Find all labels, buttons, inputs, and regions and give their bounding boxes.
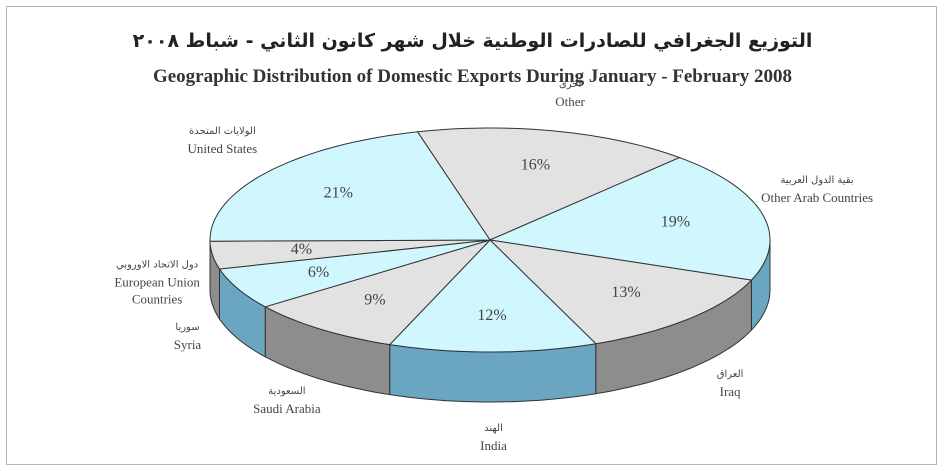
category-label-ar: سوريا xyxy=(175,321,200,333)
category-label-ar: الولايات المتحدة xyxy=(189,126,256,138)
category-label-en: United States xyxy=(187,141,258,157)
value-label: 9% xyxy=(364,291,385,308)
category-label-en: European Union Countries xyxy=(114,274,200,307)
pie-tops xyxy=(209,127,771,353)
category-label-en: Iraq xyxy=(719,384,741,400)
pie-slice xyxy=(209,131,491,242)
category-label-ar: السعودية xyxy=(268,386,306,398)
category-label-ar: أخرى xyxy=(558,78,582,90)
category-label: الهند India xyxy=(434,420,554,454)
category-label-ar: الهند xyxy=(484,422,503,434)
pie-slice xyxy=(209,239,491,270)
category-label-en: Syria xyxy=(173,336,202,352)
category-label: أخرى Other xyxy=(510,76,630,110)
chart-title: التوزيع الجغرافي للصادرات الوطنية خلال ش… xyxy=(132,30,813,52)
category-label-ar: بقية الدول العربية xyxy=(780,174,854,186)
value-label: 19% xyxy=(661,213,690,230)
category-label: بقية الدول العربية Other Arab Countries xyxy=(757,172,877,206)
category-label: السعودية Saudi Arabia xyxy=(227,383,347,417)
category-label-en: Other Arab Countries xyxy=(761,189,874,205)
category-label: الولايات المتحدة United States xyxy=(162,123,282,157)
pie-slice xyxy=(263,238,492,346)
pie-slice xyxy=(488,157,771,281)
pie-slice xyxy=(388,239,597,353)
category-label-en: India xyxy=(480,437,507,453)
value-label: 16% xyxy=(521,157,550,174)
chart-subtitle: Geographic Distribution of Domestic Expo… xyxy=(152,66,793,87)
value-label: 12% xyxy=(477,307,506,324)
category-label-en: Saudi Arabia xyxy=(253,401,321,417)
frame xyxy=(6,6,937,465)
pie-slice xyxy=(416,127,681,241)
category-label: العراق Iraq xyxy=(670,366,790,400)
category-label: دول الاتحاد الاوروبي European Union Count… xyxy=(97,257,217,308)
pie-labels: 16% 19% 13% 12% 9% 6% 4% 21% xyxy=(291,157,690,324)
category-label-ar: العراق xyxy=(716,369,744,381)
category-label: سوريا Syria xyxy=(128,319,248,353)
category-label-en: Other xyxy=(555,93,585,109)
category-label-ar: دول الاتحاد الاوروبي xyxy=(115,259,199,271)
pie-slice xyxy=(488,239,753,345)
value-label: 6% xyxy=(308,264,329,281)
value-label: 21% xyxy=(324,185,353,202)
value-label: 13% xyxy=(611,284,640,301)
pie-slice xyxy=(218,239,491,308)
value-label: 4% xyxy=(291,241,312,258)
